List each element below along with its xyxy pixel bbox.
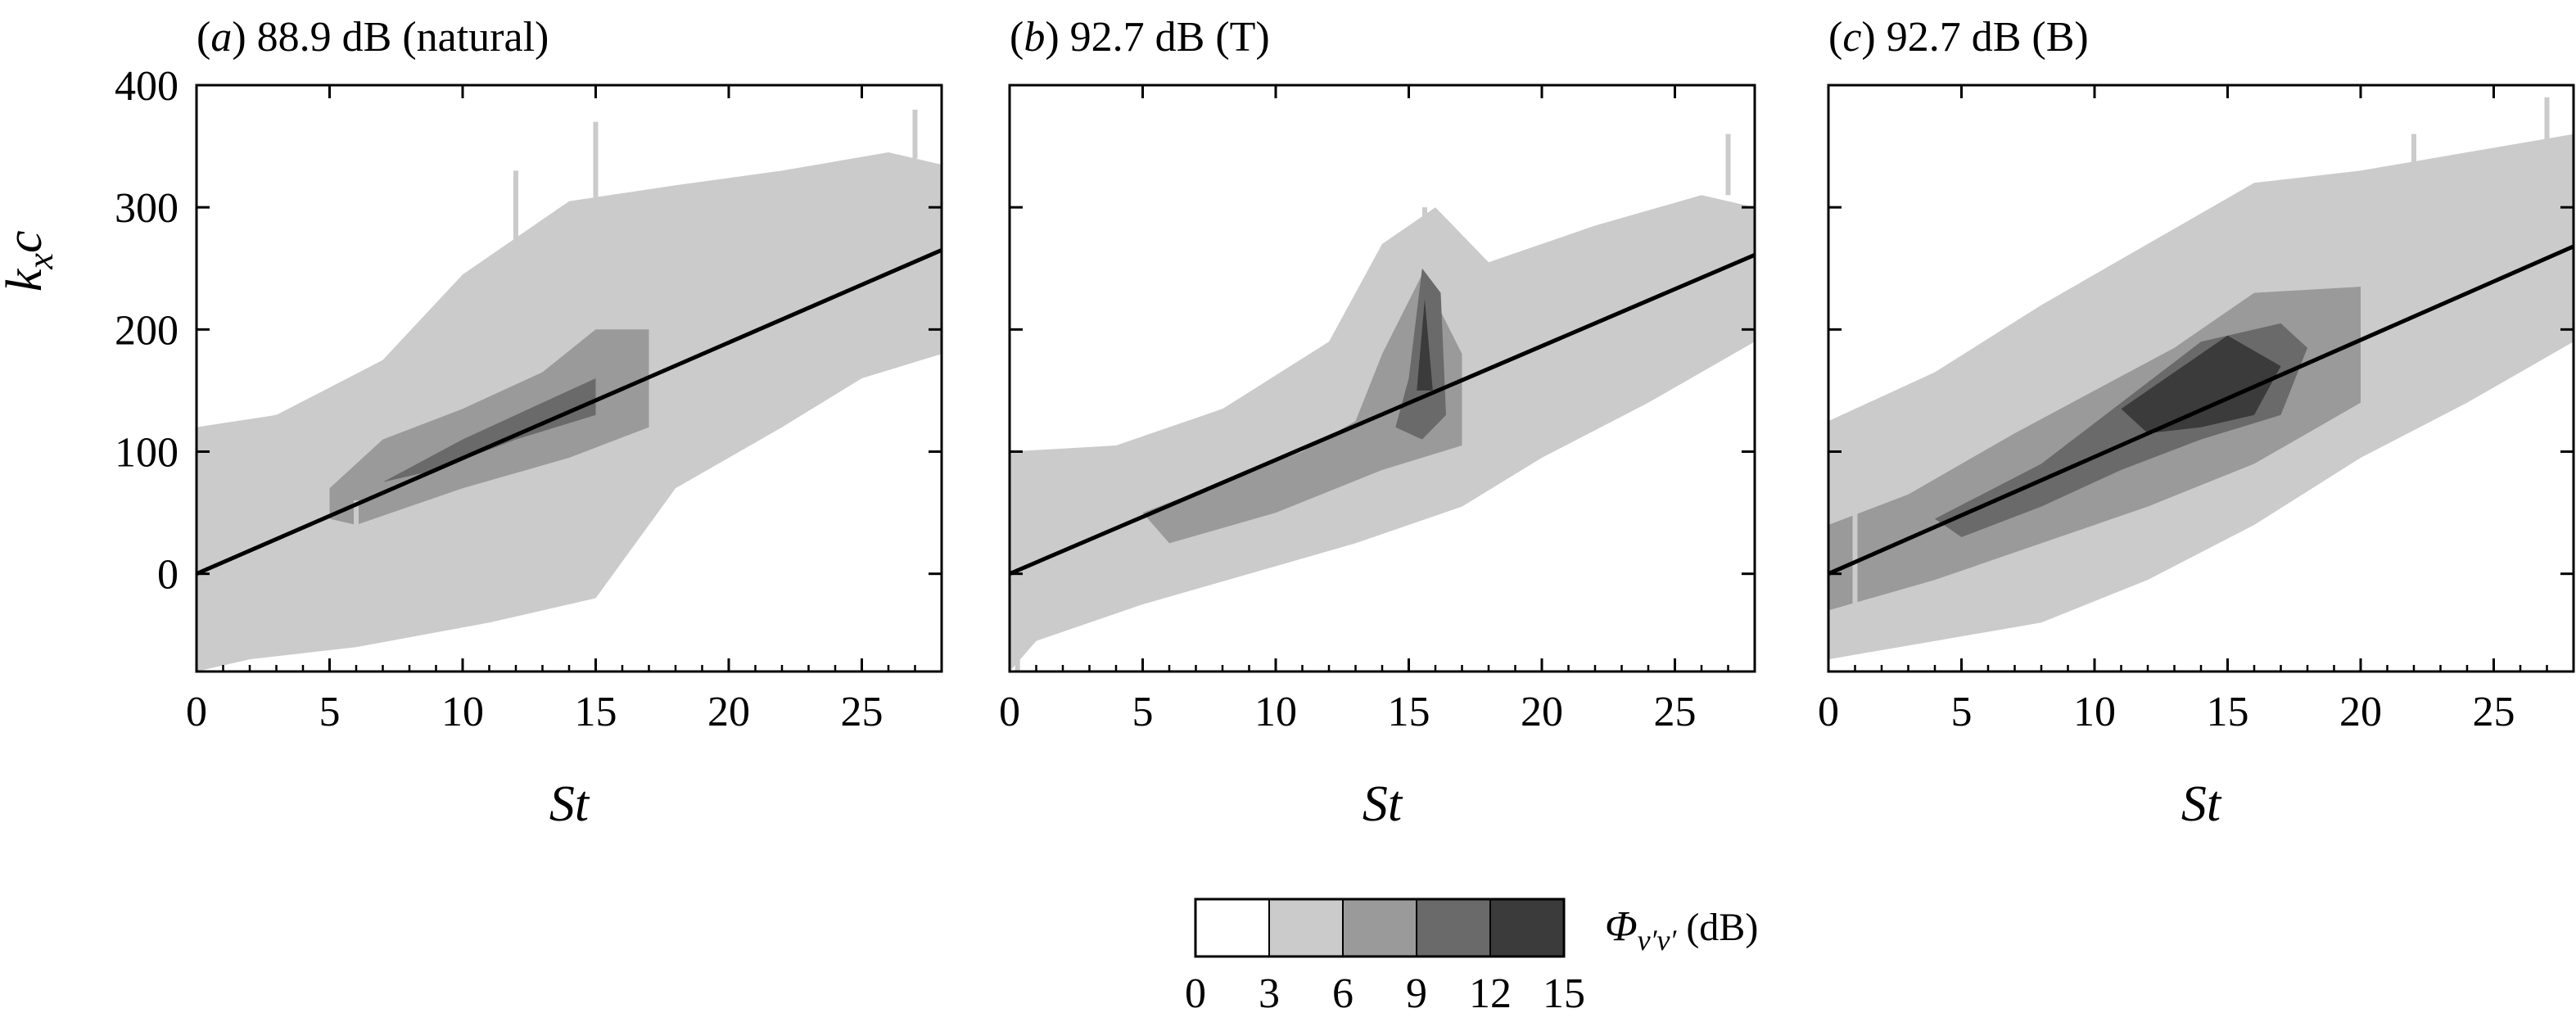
plot-area — [1010, 133, 1755, 672]
colorbar-tick-label: 0 — [1185, 970, 1206, 1017]
y-tick-label: 400 — [115, 63, 179, 110]
x-tick-label: 15 — [575, 689, 617, 735]
x-axis-title: St — [549, 776, 590, 832]
colorbar-tick-label: 15 — [1543, 970, 1585, 1017]
x-tick-label: 20 — [1521, 689, 1563, 735]
contour-region-level-12 — [2121, 335, 2281, 434]
colorbar-segment — [1342, 898, 1417, 957]
x-tick-label: 10 — [2073, 689, 2116, 735]
x-tick-label: 0 — [999, 689, 1020, 735]
x-tick-label: 10 — [1254, 689, 1297, 735]
plot-area — [197, 109, 942, 672]
reference-line — [1828, 244, 2574, 576]
x-tick-label: 25 — [2473, 689, 2515, 735]
panel-title: (c) 92.7 dB (B) — [1828, 14, 2089, 61]
reference-line — [197, 248, 942, 576]
x-tick-label: 25 — [841, 689, 884, 735]
x-tick-label: 5 — [319, 689, 341, 735]
panel-1: 0 5 10 15 20 25 0 100 200 300 400 (a) 88.9 dB (natu… — [0, 14, 943, 832]
x-axis-title: St — [2181, 776, 2222, 832]
x-tick-label: 0 — [1818, 689, 1839, 735]
colorbar-segment — [1416, 898, 1491, 957]
plot-area — [1828, 97, 2574, 660]
contour-region-level-9 — [382, 378, 596, 482]
x-tick-label: 10 — [441, 689, 484, 735]
reference-line — [1010, 253, 1755, 576]
x-tick-label: 25 — [1654, 689, 1697, 735]
panel-2: 0 5 10 15 20 25 (b) 92.7 dB (T) St — [999, 14, 1756, 832]
colorbar-tick-label: 6 — [1332, 970, 1354, 1017]
x-tick-label: 15 — [2207, 689, 2249, 735]
colorbar-label: Φv′v′ (dB) — [1605, 903, 1758, 956]
contour-region-level-12 — [1417, 299, 1433, 391]
colorbar-segment — [1489, 898, 1565, 957]
x-tick-label: 20 — [707, 689, 750, 735]
x-axis-title: St — [1363, 776, 1403, 832]
panel-title: (a) 88.9 dB (natural) — [197, 14, 549, 61]
panel-title: (b) 92.7 dB (T) — [1010, 14, 1270, 61]
x-tick-label: 15 — [1388, 689, 1430, 735]
x-tick-label: 20 — [2339, 689, 2382, 735]
colorbar-tick-label: 12 — [1469, 970, 1512, 1017]
colorbar: 0 3 6 9 12 15 Φv′v′ (dB) — [1185, 898, 1758, 1017]
colorbar-tick-label: 9 — [1406, 970, 1427, 1017]
colorbar-tick-label: 3 — [1259, 970, 1280, 1017]
colorbar-frame — [1194, 898, 1566, 958]
x-tick-label: 5 — [1951, 689, 1973, 735]
x-tick-label: 5 — [1132, 689, 1154, 735]
colorbar-segment — [1268, 898, 1344, 957]
x-tick-label: 0 — [186, 689, 207, 735]
y-tick-label: 300 — [115, 185, 179, 232]
y-tick-label: 0 — [157, 552, 179, 599]
colorbar-segment — [1195, 898, 1270, 957]
panel-3: 0 5 10 15 20 25 (c) 92.7 dB (B) St — [1818, 14, 2575, 832]
y-tick-label: 200 — [115, 307, 179, 354]
y-tick-label: 100 — [115, 430, 179, 477]
y-axis-title: kxc — [0, 231, 61, 292]
